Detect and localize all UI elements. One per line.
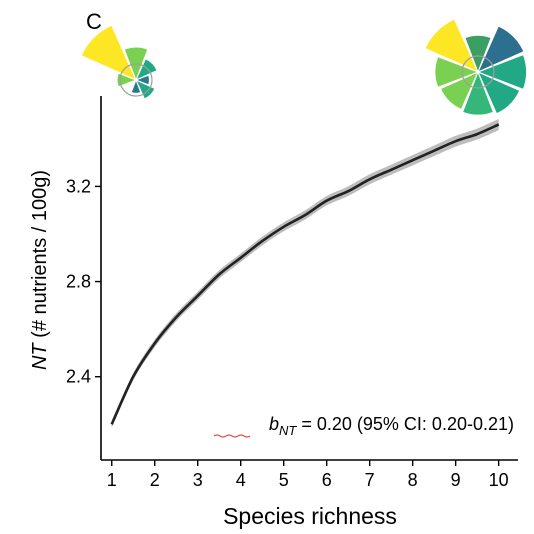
high-richness-glyph [424, 18, 527, 116]
glyph-sector [116, 72, 138, 88]
x-tick-label: 8 [408, 470, 418, 490]
x-tick-label: 6 [322, 470, 332, 490]
x-tick-label: 2 [150, 470, 160, 490]
slope-symbol: b [269, 414, 279, 434]
y-tick-label: 2.4 [66, 367, 91, 387]
annotation-underline [213, 434, 251, 438]
slope-subscript: NT [279, 423, 297, 438]
glyph-sector [424, 18, 479, 73]
low-richness-glyph [80, 24, 158, 100]
x-tick-label: 5 [279, 470, 289, 490]
y-axis-ticks: 2.4 2.8 3.2 [66, 176, 101, 387]
x-axis-label: Species richness [223, 503, 397, 529]
glyph-sector [476, 53, 527, 91]
glyph-reference-circle [461, 55, 495, 89]
confidence-ribbon [111, 119, 499, 428]
glyph-sector [134, 74, 150, 86]
glyph-sector [461, 70, 495, 116]
x-axis-ticks: 1 2 3 4 5 6 7 8 9 10 [107, 460, 509, 490]
glyph-sector [464, 34, 492, 74]
glyph-sector [135, 58, 158, 81]
x-tick-label: 10 [489, 470, 509, 490]
y-axis-label-text: (# nutrients / 100g) [29, 170, 51, 343]
glyph-sector [477, 71, 521, 115]
y-axis-label: NT (# nutrients / 100g) [29, 170, 51, 370]
y-tick-label: 3.2 [66, 176, 91, 196]
x-tick-label: 4 [236, 470, 246, 490]
x-tick-label: 1 [107, 470, 117, 490]
x-tick-label: 9 [451, 470, 461, 490]
glyph-sector [135, 79, 156, 100]
x-tick-label: 3 [193, 470, 203, 490]
slope-annotation: bNT = 0.20 (95% CI: 0.20-0.21) [269, 414, 514, 438]
fitted-line [110, 123, 500, 425]
glyph-reference-circle [119, 63, 153, 97]
x-tick-label: 7 [365, 470, 375, 490]
y-axis-label-symbol: NT [29, 342, 51, 370]
glyph-sector [80, 24, 137, 81]
slope-value-text: = 0.20 (95% CI: 0.20-0.21) [296, 414, 514, 434]
glyph-sector [434, 55, 480, 89]
glyph-sector [439, 71, 479, 111]
y-tick-label: 2.8 [66, 272, 91, 292]
panel-label: C [86, 9, 102, 34]
glyph-sector [130, 78, 142, 94]
